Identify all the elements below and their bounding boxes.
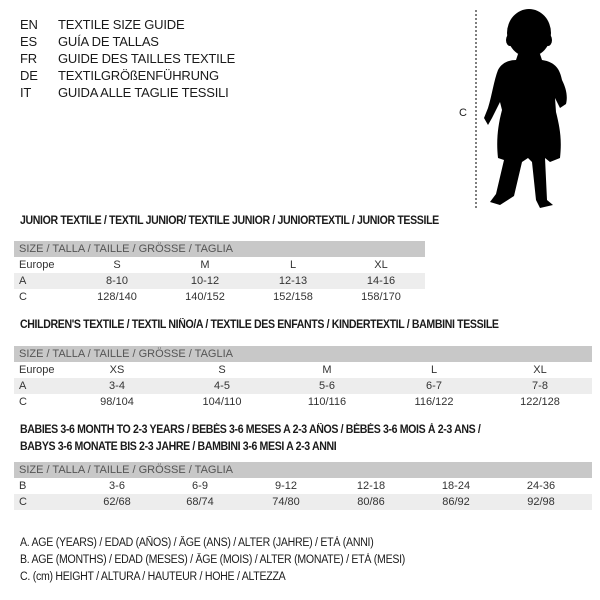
table-cell: 86/92 bbox=[442, 496, 470, 508]
language-title: TEXTILE SIZE GUIDE bbox=[58, 17, 185, 32]
table-row: B 3-6 6-9 9-12 12-18 18-24 24-36 bbox=[14, 478, 592, 494]
language-title: TEXTILGRÖßENFÜHRUNG bbox=[58, 68, 219, 83]
row-label: Europe bbox=[19, 259, 55, 271]
table-row: C 98/104 104/110 110/116 116/122 122/128 bbox=[14, 394, 592, 410]
table-cell: XL bbox=[533, 364, 547, 376]
table-cell: 5-6 bbox=[319, 380, 335, 392]
language-title: GUÍA DE TALLAS bbox=[58, 34, 159, 49]
table-cell: 6-7 bbox=[426, 380, 442, 392]
table-header: SIZE / TALLA / TAILLE / GRÖSSE / TAGLIA bbox=[19, 464, 233, 476]
table-cell: S bbox=[218, 364, 226, 376]
language-title: GUIDE DES TAILLES TEXTILE bbox=[58, 51, 236, 66]
section-title-line2: BABYS 3-6 MONATE BIS 2-3 JAHRE / BAMBINI… bbox=[20, 441, 337, 453]
table-cell: 8-10 bbox=[105, 275, 129, 287]
legend-item: A. AGE (YEARS) / EDAD (AÑOS) / ÂGE (ANS)… bbox=[20, 537, 374, 549]
table-cell: 116/122 bbox=[414, 396, 454, 408]
table-cell: 68/74 bbox=[186, 496, 214, 508]
table-cell: XL bbox=[374, 259, 388, 271]
table-header-row: SIZE / TALLA / TAILLE / GRÖSSE / TAGLIA bbox=[14, 462, 592, 478]
table-cell: L bbox=[289, 259, 297, 271]
table-row: A 3-4 4-5 5-6 6-7 7-8 bbox=[14, 378, 592, 394]
table-cell: 158/170 bbox=[361, 291, 401, 303]
table-cell: 140/152 bbox=[185, 291, 225, 303]
table-row: Europe XS S M L XL bbox=[14, 362, 592, 378]
table-cell: 3-6 bbox=[109, 480, 125, 492]
table-cell: 104/110 bbox=[202, 396, 242, 408]
row-label: B bbox=[19, 480, 27, 492]
legend-item: B. AGE (MONTHS) / EDAD (MESES) / ÂGE (MO… bbox=[20, 554, 406, 566]
language-code: IT bbox=[20, 85, 32, 100]
table-cell: XS bbox=[109, 364, 125, 376]
table-cell: 92/98 bbox=[527, 496, 555, 508]
language-code: ES bbox=[20, 34, 37, 49]
table-cell: 80/86 bbox=[357, 496, 385, 508]
table-cell: 152/158 bbox=[273, 291, 313, 303]
section-title: BABIES 3-6 MONTH TO 2-3 YEARS / BEBÉS 3-… bbox=[20, 424, 481, 436]
section-title: CHILDREN'S TEXTILE / TEXTIL NIÑO/A / TEX… bbox=[20, 319, 499, 331]
table-cell: L bbox=[430, 364, 438, 376]
table-cell: 12-13 bbox=[278, 275, 308, 287]
table-cell: M bbox=[200, 259, 210, 271]
table-row: Europe S M L XL bbox=[14, 257, 425, 273]
table-header: SIZE / TALLA / TAILLE / GRÖSSE / TAGLIA bbox=[19, 243, 233, 255]
language-code: EN bbox=[20, 17, 38, 32]
table-cell: 12-18 bbox=[356, 480, 386, 492]
table-cell: 62/68 bbox=[103, 496, 131, 508]
table-cell: 128/140 bbox=[97, 291, 137, 303]
language-code: FR bbox=[20, 51, 37, 66]
legend-item: C. (cm) HEIGHT / ALTURA / HAUTEUR / HÖHE… bbox=[20, 571, 286, 583]
table-header: SIZE / TALLA / TAILLE / GRÖSSE / TAGLIA bbox=[19, 348, 233, 360]
table-cell: 98/104 bbox=[100, 396, 134, 408]
section-title: JUNIOR TEXTILE / TEXTIL JUNIOR/ TEXTILE … bbox=[20, 215, 439, 227]
table-header-row: SIZE / TALLA / TAILLE / GRÖSSE / TAGLIA bbox=[14, 346, 592, 362]
row-label: Europe bbox=[19, 364, 55, 376]
child-silhouette-icon bbox=[475, 9, 567, 208]
table-cell: 74/80 bbox=[272, 496, 300, 508]
language-code: DE bbox=[20, 68, 38, 83]
table-cell: 122/128 bbox=[520, 396, 560, 408]
height-measure-label: C bbox=[459, 107, 467, 119]
table-cell: 24-36 bbox=[526, 480, 556, 492]
row-label: C bbox=[19, 291, 27, 303]
table-cell: 10-12 bbox=[190, 275, 220, 287]
table-cell: 6-9 bbox=[192, 480, 208, 492]
table-cell: 3-4 bbox=[109, 380, 125, 392]
row-label: A bbox=[19, 275, 27, 287]
table-cell: 14-16 bbox=[366, 275, 396, 287]
table-row: A 8-10 10-12 12-13 14-16 bbox=[14, 273, 425, 289]
table-cell: 7-8 bbox=[532, 380, 548, 392]
table-cell: S bbox=[113, 259, 121, 271]
row-label: C bbox=[19, 496, 27, 508]
table-cell: 110/116 bbox=[307, 396, 347, 408]
table-header-row: SIZE / TALLA / TAILLE / GRÖSSE / TAGLIA bbox=[14, 241, 425, 257]
table-cell: 4-5 bbox=[214, 380, 230, 392]
table-row: C 128/140 140/152 152/158 158/170 bbox=[14, 289, 425, 305]
table-cell: 9-12 bbox=[274, 480, 298, 492]
row-label: C bbox=[19, 396, 27, 408]
row-label: A bbox=[19, 380, 27, 392]
language-title: GUIDA ALLE TAGLIE TESSILI bbox=[58, 85, 229, 100]
table-row: C 62/68 68/74 74/80 80/86 86/92 92/98 bbox=[14, 494, 592, 510]
table-cell: M bbox=[322, 364, 332, 376]
table-cell: 18-24 bbox=[441, 480, 471, 492]
